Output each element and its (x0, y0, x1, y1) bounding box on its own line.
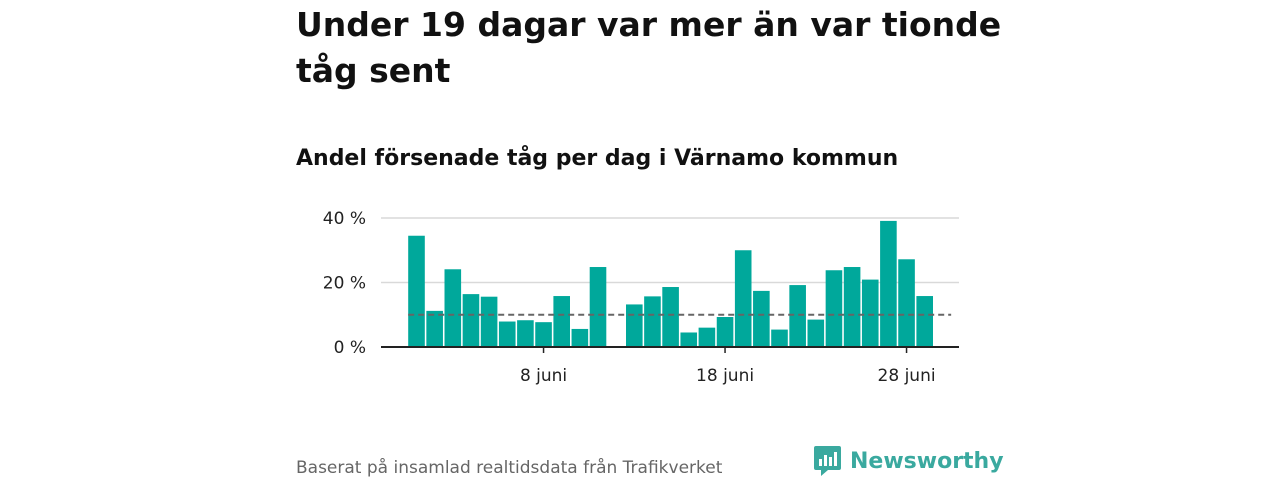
bar (462, 294, 480, 347)
bar (444, 269, 462, 347)
x-tick-label: 28 juni (878, 366, 936, 386)
chart-subtitle: Andel försenade tåg per dag i Värnamo ko… (296, 146, 899, 171)
x-tick-label: 18 juni (696, 366, 754, 386)
y-tick-label: 0 % (334, 338, 366, 358)
x-tick-label: 8 juni (520, 366, 567, 386)
bar (644, 296, 661, 347)
bar (662, 287, 679, 347)
bar (825, 270, 843, 347)
bar (698, 327, 716, 347)
bar (680, 332, 698, 347)
bar (807, 319, 825, 347)
bar (898, 259, 915, 347)
bar (426, 310, 443, 347)
bar (589, 267, 607, 347)
bar (843, 267, 861, 347)
bar (789, 285, 806, 347)
y-tick-label: 20 % (323, 274, 366, 294)
bar (716, 317, 734, 347)
bar (880, 220, 897, 347)
bar (571, 328, 589, 347)
bar (771, 329, 788, 347)
y-tick-label: 40 % (323, 209, 366, 229)
bar (916, 296, 933, 347)
bar (753, 290, 770, 347)
newsworthy-logo-icon (814, 446, 841, 476)
brand-name: Newsworthy (850, 448, 1004, 474)
page-title: Under 19 dagar var mer än var tionde tåg… (296, 5, 1002, 90)
bar (517, 320, 534, 347)
bar (861, 279, 879, 347)
bar (498, 321, 516, 347)
newsworthy-logo: Newsworthy (814, 446, 1004, 476)
source-note: Baserat på insamlad realtidsdata från Tr… (296, 458, 723, 478)
bar (553, 296, 570, 347)
bar (734, 250, 752, 347)
bar (535, 322, 552, 347)
bar (626, 304, 643, 347)
bar (408, 235, 425, 347)
bar (480, 296, 498, 347)
